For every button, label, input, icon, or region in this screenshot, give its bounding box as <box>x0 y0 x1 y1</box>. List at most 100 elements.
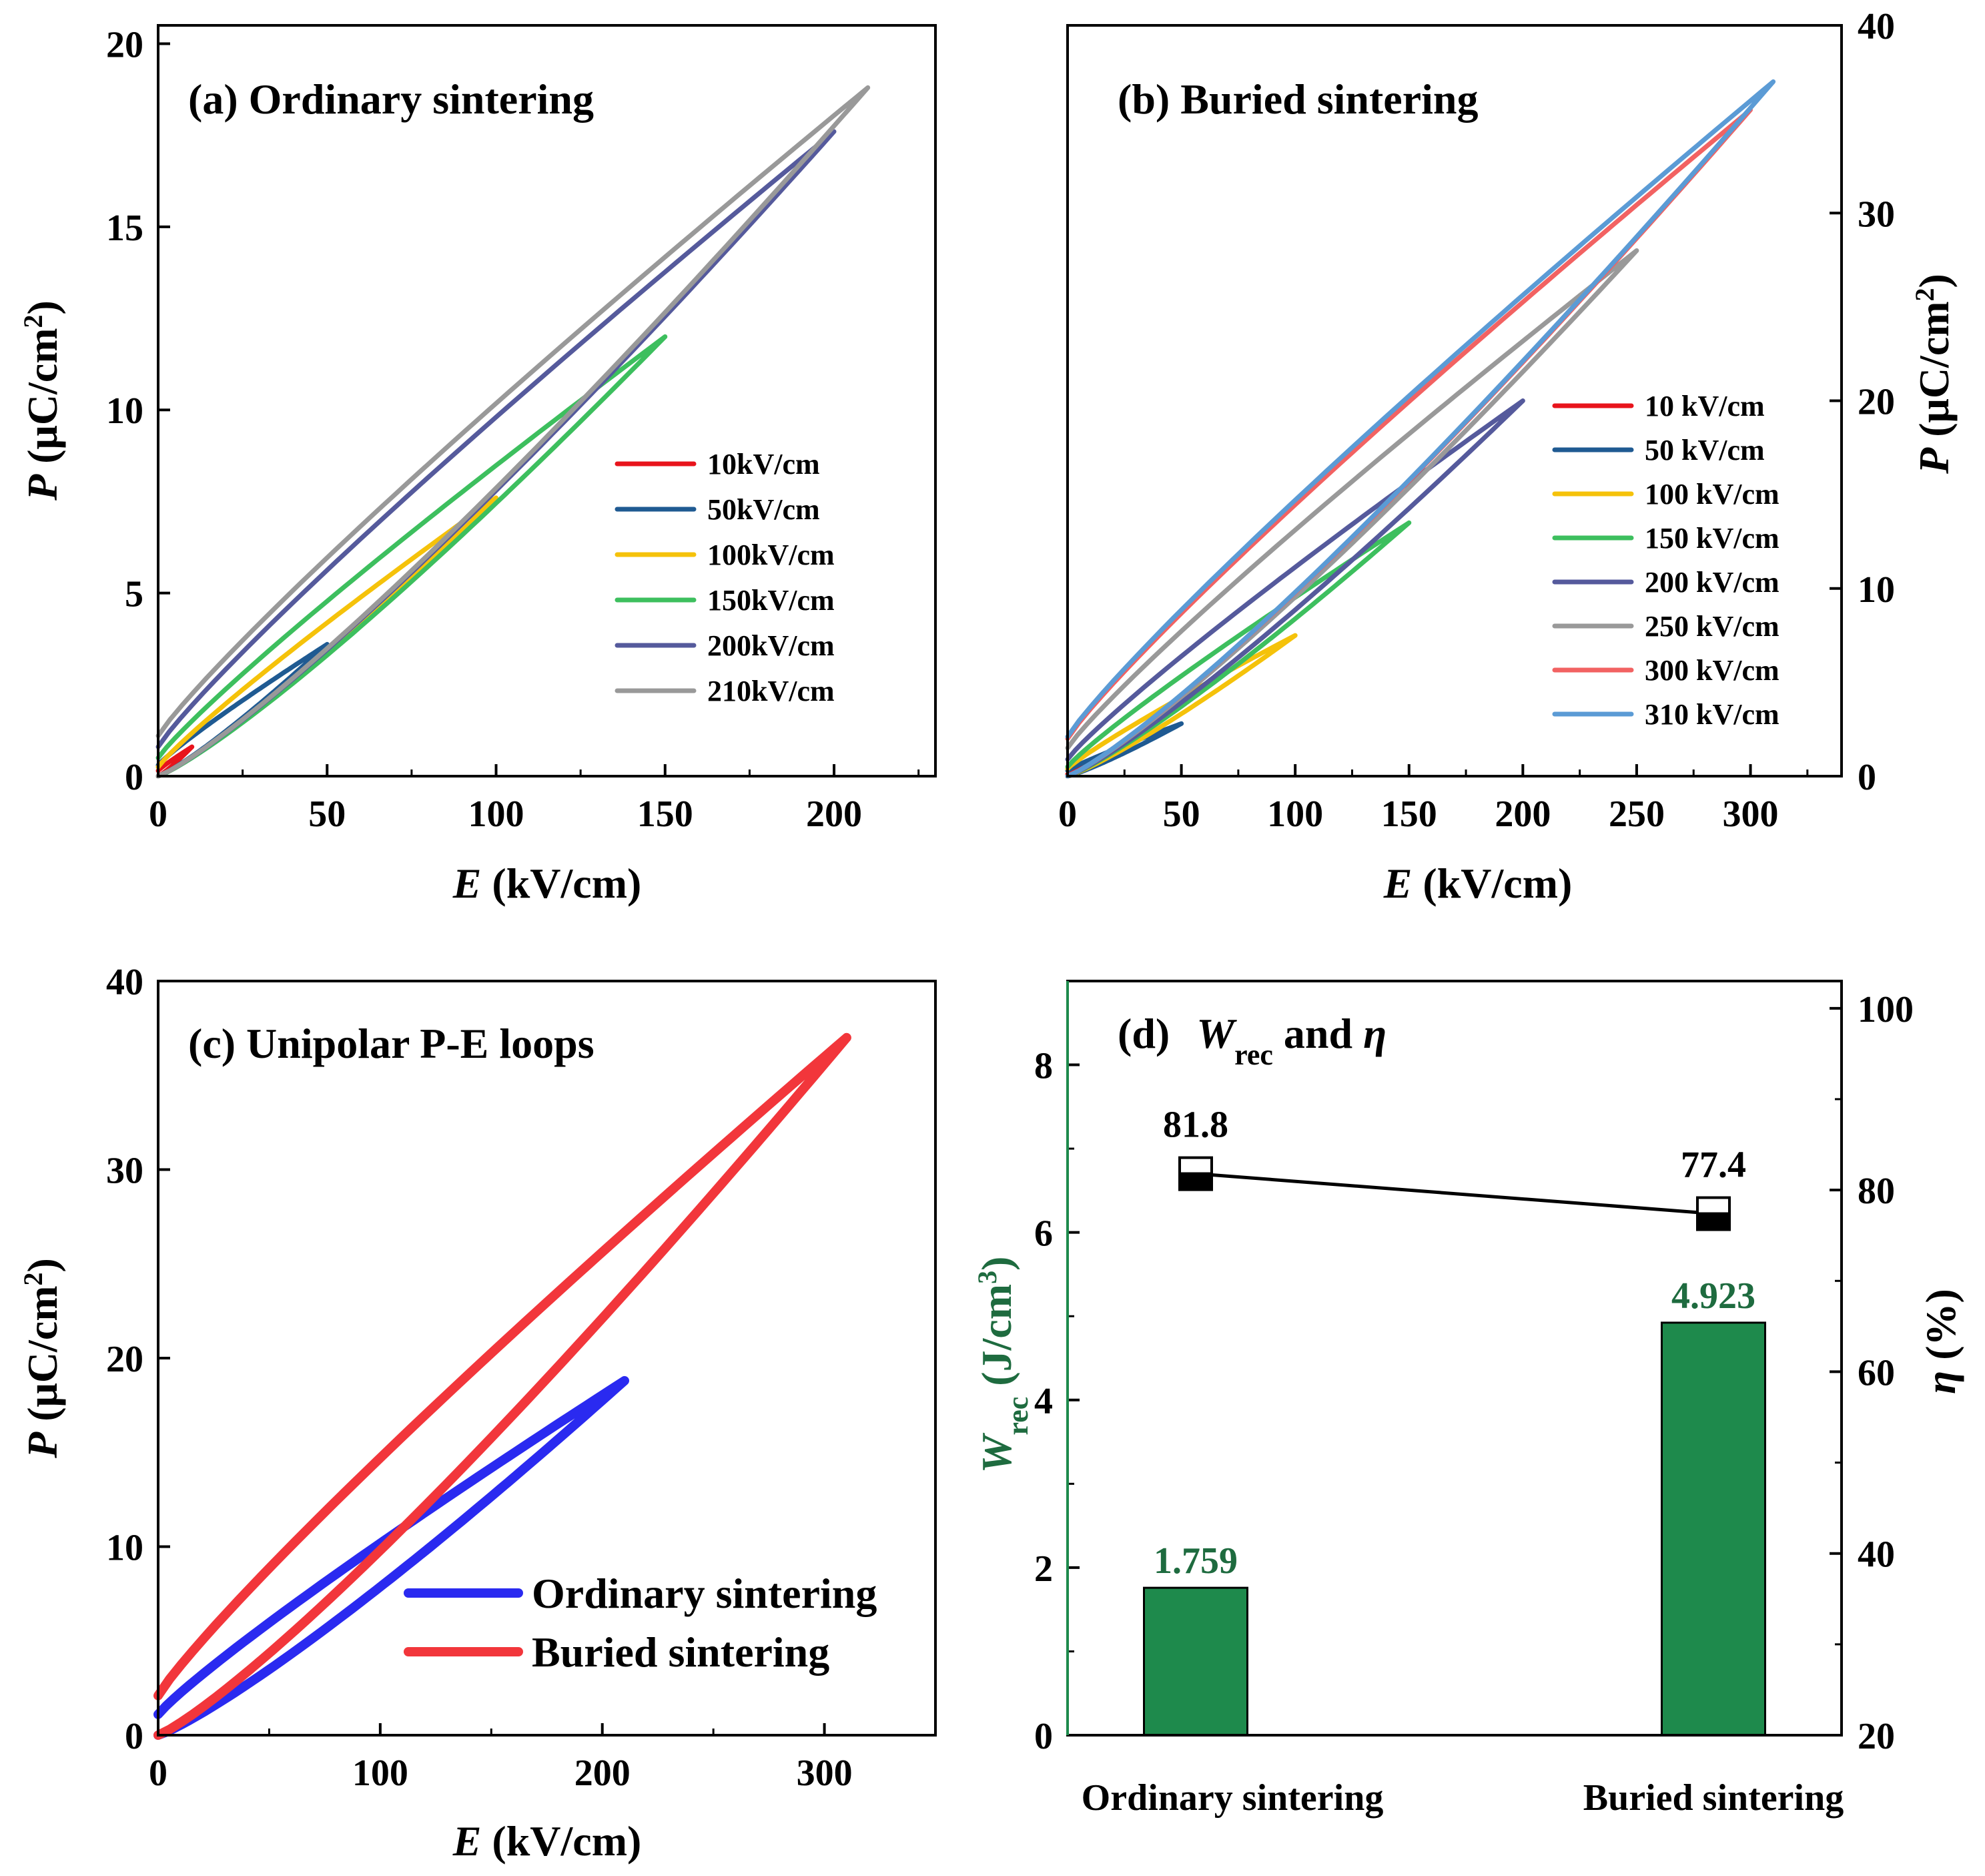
panel-d-title-and: and <box>1273 1010 1363 1057</box>
panel-d-y-right-tick-label: 20 <box>1858 1716 1895 1757</box>
panel-a-y-title-italic: P <box>19 474 66 501</box>
panel-c-y-title-italic: P <box>19 1432 66 1459</box>
panel-b-legend-label-100-kv-cm: 100 kV/cm <box>1645 478 1779 511</box>
panel-d-eta-marker-bottom <box>1696 1212 1731 1231</box>
panel-a-y-tick-label: 20 <box>106 24 143 65</box>
panel-a-y-tick-label: 15 <box>106 208 143 249</box>
panel-c-title: (c) Unipolar P-E loops <box>188 1020 594 1067</box>
panel-b-legend-label-10-kv-cm: 10 kV/cm <box>1645 390 1765 422</box>
panel-a-x-tick-label: 50 <box>308 794 346 835</box>
panel-a-legend-label-10kv-cm: 10kV/cm <box>707 448 820 481</box>
panel-c-y-title: P (μC/cm2) <box>18 1258 67 1459</box>
panel-b-ticks: 0 50 100 150 200 250 300 0 10 20 30 40 <box>1058 6 1895 835</box>
panel-b-x-tick-label: 150 <box>1381 794 1437 835</box>
panel-d-y-left-close: ) <box>973 1257 1020 1271</box>
panel-b-loop-150-kv-cm <box>1065 520 1412 779</box>
panel-a-x-title: E (kV/cm) <box>452 860 642 907</box>
panel-c-y-title-rest: (μC/cm <box>19 1285 66 1432</box>
panel-b-x-tick-label: 300 <box>1723 794 1779 835</box>
panel-d-eta-marker-top <box>1696 1196 1731 1215</box>
panel-c-x-title-rest: (kV/cm) <box>481 1817 641 1865</box>
panel-b-loop-250-kv-cm <box>1065 248 1639 779</box>
panel-d-bar-label-buried-sintering: 4.923 <box>1671 1275 1755 1317</box>
panel-c-y-tick-label: 10 <box>106 1528 143 1569</box>
panel-c-y-tick-label: 40 <box>106 962 143 1003</box>
panel-a-curves <box>155 85 871 779</box>
panel-a-legend-label-200kv-cm: 200kV/cm <box>707 629 835 662</box>
panel-d-y-left-tick-label: 8 <box>1034 1046 1053 1087</box>
panel-d-category-label-buried-sintering: Buried sintering <box>1583 1777 1844 1819</box>
panel-c-y-tick-label: 0 <box>125 1716 143 1757</box>
panel-c-unipolar-loops: 0 100 200 300 0 10 20 30 40 (c) Unipolar P-E loo… <box>18 962 937 1865</box>
panel-b-x-title-rest: (kV/cm) <box>1412 860 1572 907</box>
panel-a-loop-150kv-cm <box>155 334 668 779</box>
panel-b-x-tick-label: 200 <box>1495 794 1551 835</box>
panel-a-x-tick-label: 100 <box>468 794 524 835</box>
panel-d-title-w: W <box>1196 1010 1237 1057</box>
panel-b-y-title: P (μC/cm2) <box>1910 274 1958 475</box>
panel-b-y-tick-label: 20 <box>1858 382 1895 423</box>
panel-a-frame <box>157 24 937 777</box>
panel-a-x-tick-label: 200 <box>806 794 862 835</box>
panel-d-eta-label-ordinary-sintering: 81.8 <box>1163 1105 1228 1146</box>
panel-d-eta-marker-bottom <box>1178 1172 1213 1191</box>
panel-d-y-left-tick-label: 2 <box>1034 1548 1053 1590</box>
panel-a-y-tick-label: 10 <box>106 390 143 432</box>
panel-b-x-tick-label: 250 <box>1609 794 1665 835</box>
panel-b-x-title-italic: E <box>1383 860 1413 907</box>
panel-b-y-tick-label: 30 <box>1858 194 1895 235</box>
panel-b-buried-sintering: 0 50 100 150 200 250 300 0 10 20 30 40 (b) Buried s… <box>1058 6 1958 907</box>
panel-b-y-title-rest: (μC/cm <box>1910 301 1958 447</box>
panel-a-y-title: P (μC/cm2) <box>18 300 67 501</box>
panel-c-x-title-italic: E <box>452 1817 482 1865</box>
panel-b-y-title-italic: P <box>1910 447 1958 475</box>
panel-b-legend-label-50-kv-cm: 50 kV/cm <box>1645 434 1765 466</box>
panel-a-legend-label-50kv-cm: 50kV/cm <box>707 493 820 526</box>
panel-b-y-tick-label: 0 <box>1858 757 1876 798</box>
panel-b-x-title: E (kV/cm) <box>1383 860 1573 907</box>
panel-d-y-left-tick-label: 0 <box>1034 1716 1053 1757</box>
panel-d-y-left-rest: (J/cm <box>973 1284 1020 1397</box>
panel-d-y-right-tick-label: 40 <box>1858 1534 1895 1576</box>
panel-a-legend: 10kV/cm 50kV/cm 100kV/cm 150kV/cm 200kV/cm 21… <box>615 448 835 707</box>
panel-a-y-tick-label: 0 <box>125 757 143 798</box>
panel-b-y-title-sup: 2 <box>1910 288 1940 301</box>
panel-c-x-tick-label: 300 <box>797 1753 853 1794</box>
panel-a-y-title-close: ) <box>19 300 66 314</box>
panel-d-title-eta: η <box>1363 1010 1386 1057</box>
panel-d-title-prefix: (d) <box>1118 1010 1170 1057</box>
panel-a-legend-label-210kv-cm: 210kV/cm <box>707 675 835 707</box>
panel-d-y-right-tick-label: 100 <box>1858 989 1914 1030</box>
panel-d-y-left-sup: 3 <box>972 1271 1002 1284</box>
panel-b-curves <box>1065 79 1776 779</box>
panel-b-legend-label-150-kv-cm: 150 kV/cm <box>1645 522 1779 555</box>
panel-b-legend-label-200-kv-cm: 200 kV/cm <box>1645 566 1779 599</box>
panel-b-y-tick-label: 10 <box>1858 569 1895 611</box>
panel-d-y-right-tick-label: 80 <box>1858 1171 1895 1212</box>
panel-d-y-left-tick-label: 6 <box>1034 1213 1053 1255</box>
panel-c-legend: Ordinary sintering Buried sintering <box>404 1570 877 1676</box>
panel-b-loop-310-kv-cm <box>1065 79 1776 779</box>
panel-d-y-right-title: η (%) <box>1917 1289 1964 1394</box>
panel-b-legend: 10 kV/cm 50 kV/cm 100 kV/cm 150 kV/cm 200 kV… <box>1552 390 1779 731</box>
panel-b-y-tick-label: 40 <box>1858 6 1895 47</box>
panel-c-ticks: 0 100 200 300 0 10 20 30 40 <box>106 962 853 1794</box>
panel-b-loop-200-kv-cm <box>1065 398 1525 779</box>
panel-c-y-tick-label: 20 <box>106 1339 143 1380</box>
panel-a-legend-label-150kv-cm: 150kV/cm <box>707 584 835 617</box>
panel-c-legend-label-ordinary-sintering: Ordinary sintering <box>532 1570 877 1617</box>
panel-b-x-tick-label: 50 <box>1163 794 1200 835</box>
panel-d-wrec-eta: 1.759 Ordinary sintering 4.923 Buried sinte… <box>972 980 1964 1819</box>
panel-c-x-tick-label: 200 <box>574 1753 631 1794</box>
panel-d-eta-marker-top <box>1178 1156 1213 1175</box>
panel-d-y-left-tick-label: 4 <box>1034 1381 1053 1422</box>
panel-a-x-tick-label: 0 <box>149 794 167 835</box>
panel-a-legend-label-100kv-cm: 100kV/cm <box>707 539 835 571</box>
panel-c-x-tick-label: 100 <box>352 1753 408 1794</box>
panel-b-y-title-close: ) <box>1910 274 1958 288</box>
panel-d-bar-label-ordinary-sintering: 1.759 <box>1154 1540 1238 1582</box>
panel-a-title: (a) Ordinary sintering <box>188 75 594 123</box>
panel-d-y-right-eta: η <box>1917 1371 1964 1394</box>
panel-b-title: (b) Buried sintering <box>1118 75 1478 123</box>
panel-d-category-label-ordinary-sintering: Ordinary sintering <box>1082 1777 1384 1819</box>
